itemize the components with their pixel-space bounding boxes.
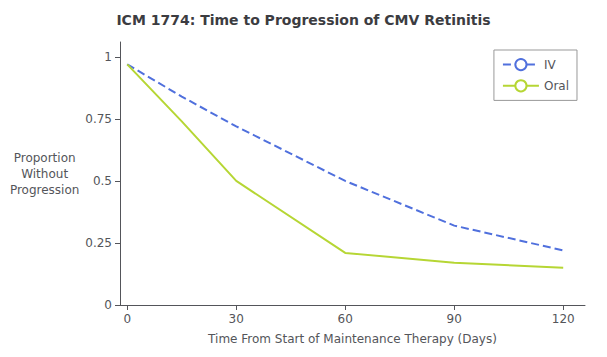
- svg-text:0: 0: [104, 298, 112, 312]
- svg-text:0.25: 0.25: [85, 236, 112, 250]
- svg-text:Oral: Oral: [544, 79, 569, 93]
- svg-text:60: 60: [338, 312, 353, 326]
- svg-text:1: 1: [104, 50, 112, 64]
- svg-text:120: 120: [552, 312, 575, 326]
- svg-text:Progression: Progression: [10, 183, 80, 197]
- svg-text:Proportion: Proportion: [14, 151, 76, 165]
- svg-text:0: 0: [123, 312, 131, 326]
- svg-text:30: 30: [229, 312, 244, 326]
- svg-text:90: 90: [447, 312, 462, 326]
- svg-text:0.5: 0.5: [93, 174, 112, 188]
- svg-text:0.75: 0.75: [85, 112, 112, 126]
- svg-text:ICM 1774: Time to Progression: ICM 1774: Time to Progression of CMV Ret…: [116, 12, 490, 28]
- svg-text:Without: Without: [21, 167, 68, 181]
- svg-text:IV: IV: [544, 58, 557, 72]
- svg-text:Time From Start of Maintenance: Time From Start of Maintenance Therapy (…: [207, 332, 497, 346]
